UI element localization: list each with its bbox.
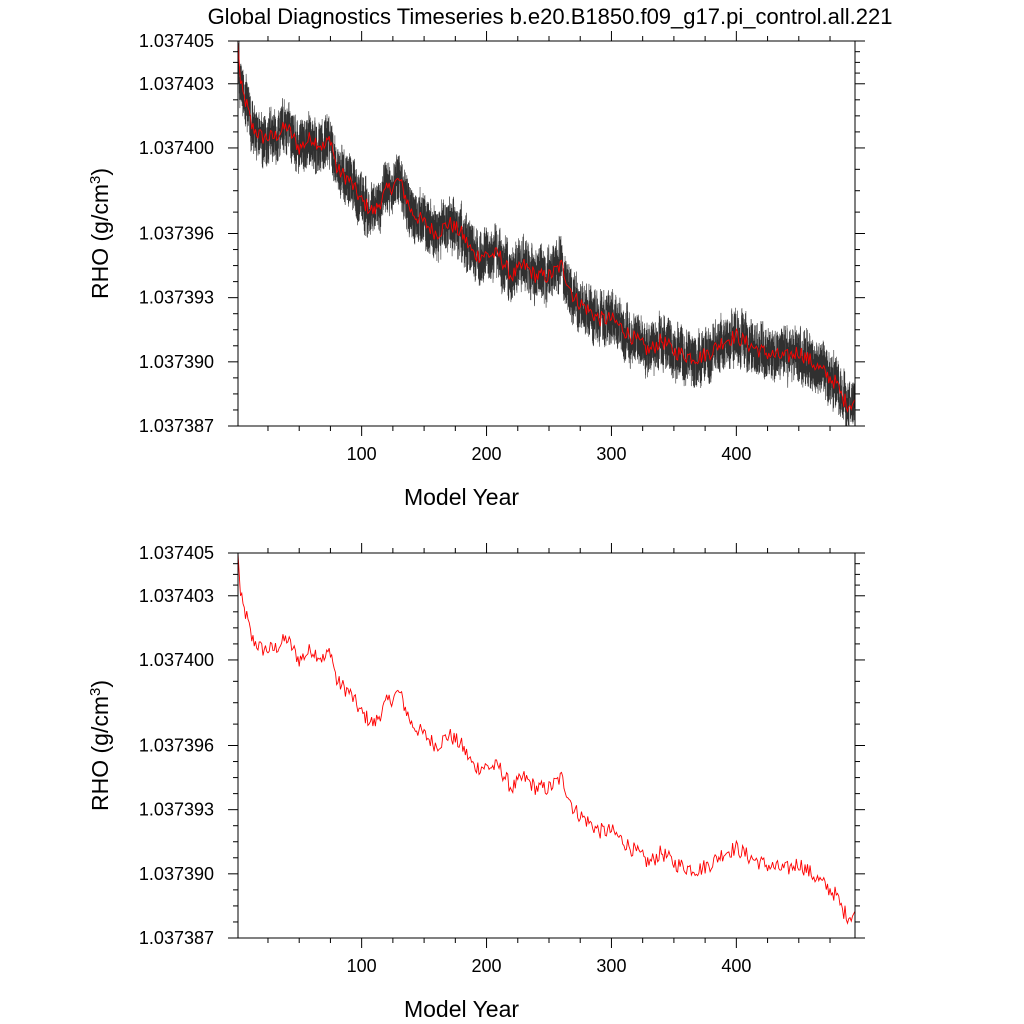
y-axis-title-main: RHO (g/cm [87,184,113,299]
monthly-series-line [238,41,855,426]
x-tick-label: 300 [596,956,626,976]
y-tick-label: 1.037390 [139,864,214,884]
x-tick-label: 300 [596,444,626,464]
y-axis-title-close: ) [87,680,113,688]
y-axis-title-main: RHO (g/cm [87,696,113,811]
annual-mean-series-line [238,41,855,413]
chart-title: Global Diagnostics Timeseries b.e20.B185… [207,4,893,29]
y-tick-label: 1.037390 [139,352,214,372]
x-axis-title: Model Year [404,996,519,1022]
x-tick-label: 200 [472,444,502,464]
y-tick-label: 1.037405 [139,543,214,563]
x-tick-label: 200 [472,956,502,976]
plot-frame [237,552,856,939]
annual-mean-series-line [238,553,855,925]
y-axis-title: RHO (g/cm3) [87,168,114,299]
x-axis-title: Model Year [404,484,519,510]
y-axis-title-close: ) [87,168,113,176]
y-axis-title: RHO (g/cm3) [87,680,114,811]
y-tick-label: 1.037403 [139,74,214,94]
y-axis-title-superscript: 3 [87,688,104,696]
y-tick-label: 1.037396 [139,736,214,756]
y-axis-title-superscript: 3 [87,176,104,184]
y-tick-label: 1.037387 [139,416,214,436]
top-panel: 100 200 300 400 1.037387 1.037390 1.037393 1.03… [87,31,865,510]
bottom-panel: 100 200 300 400 1.037387 1.037390 1.037393 1.03… [87,543,865,1022]
y-tick-label: 1.037396 [139,224,214,244]
y-tick-label: 1.037403 [139,586,214,606]
x-tick-label: 100 [347,444,377,464]
x-tick-label: 400 [721,956,751,976]
y-tick-label: 1.037400 [139,650,214,670]
y-tick-label: 1.037393 [139,288,214,308]
x-tick-label: 400 [721,444,751,464]
x-tick-label: 100 [347,956,377,976]
y-tick-label: 1.037405 [139,31,214,51]
y-tick-label: 1.037387 [139,928,214,948]
y-tick-label: 1.037400 [139,138,214,158]
y-tick-label: 1.037393 [139,800,214,820]
